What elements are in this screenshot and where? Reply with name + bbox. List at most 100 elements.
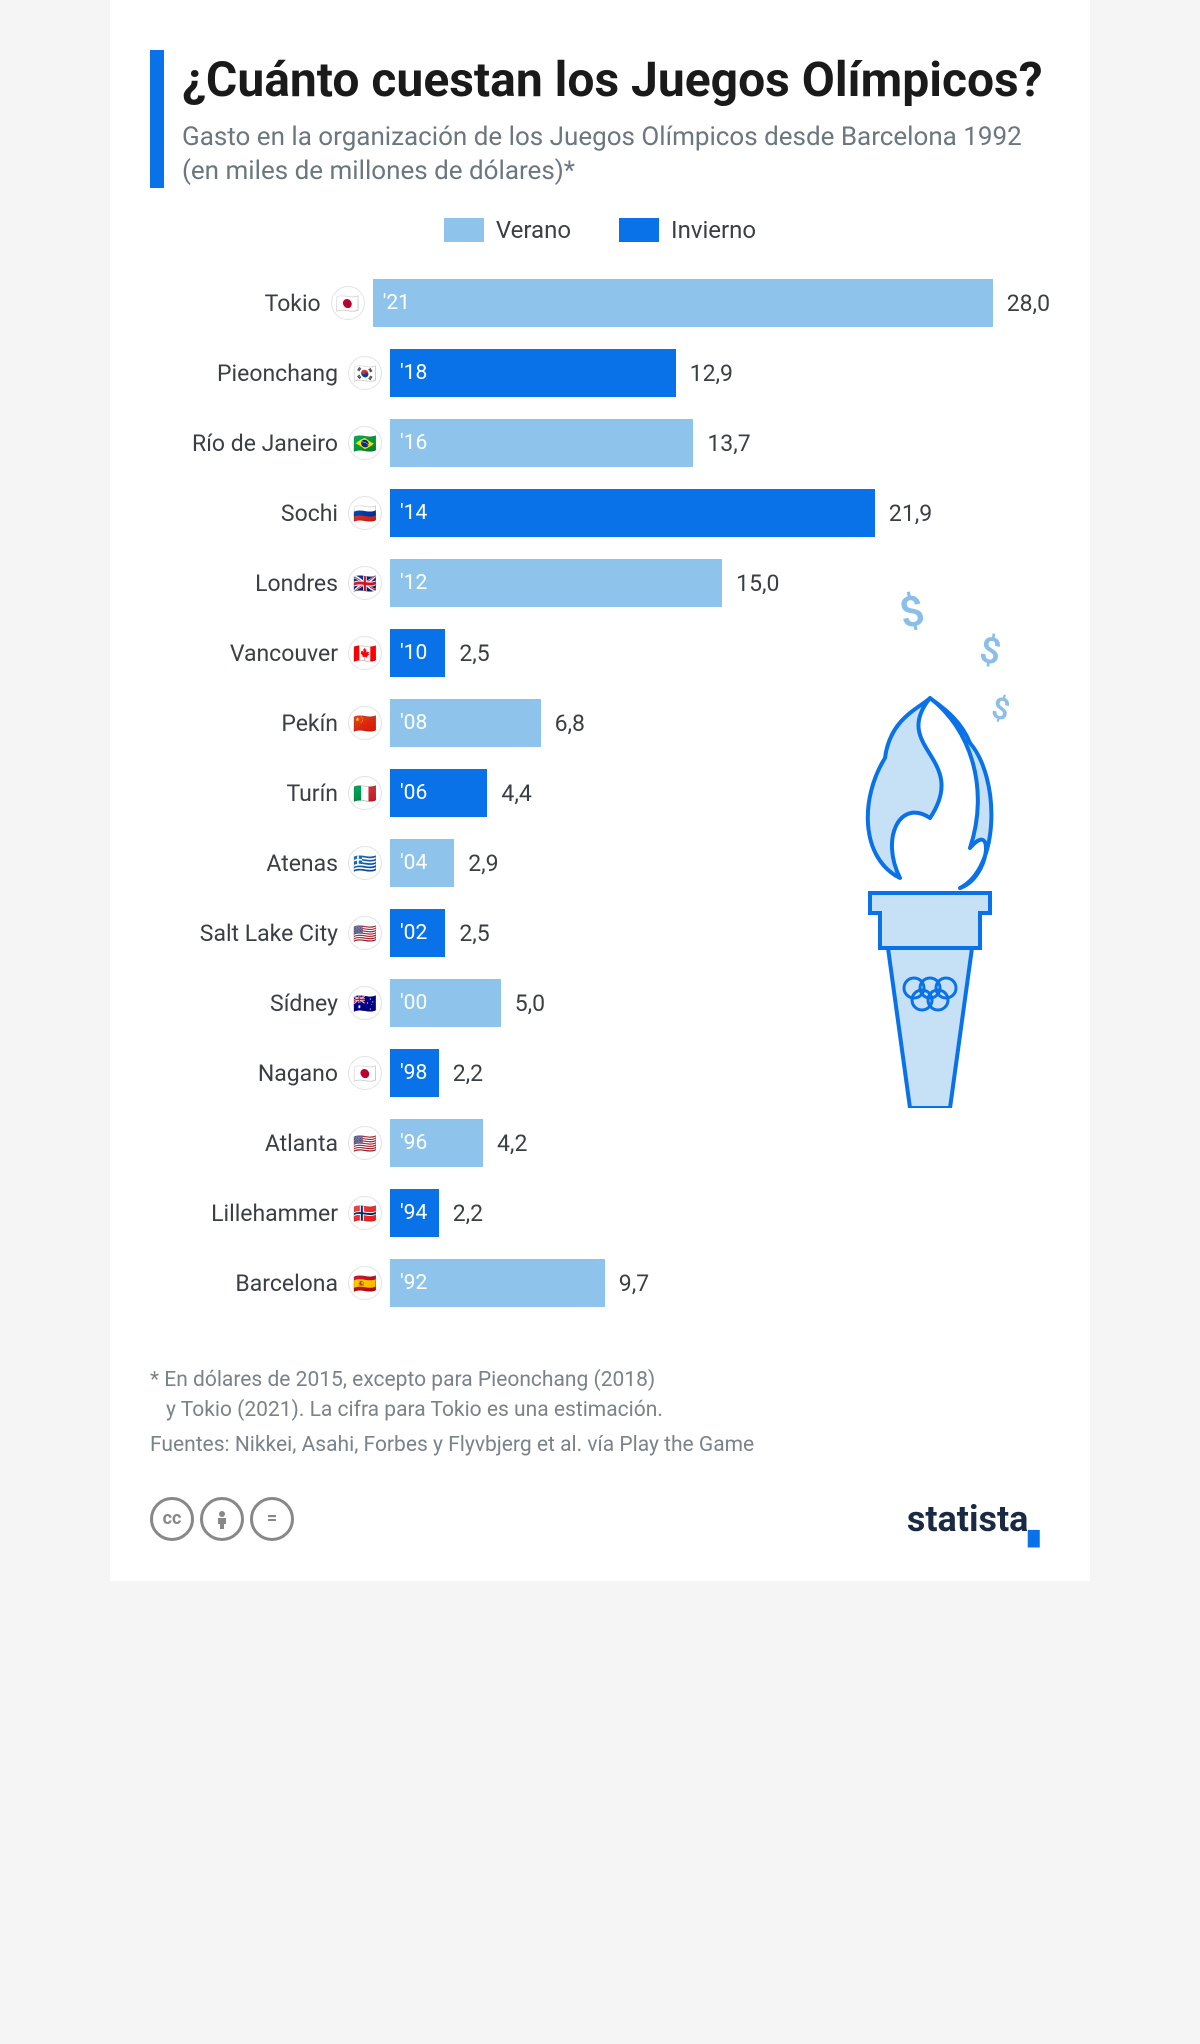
year-label: '02 [400, 921, 427, 945]
bar-container: '929,7 [390, 1259, 1050, 1307]
flag-icon: 🇰🇷 [348, 356, 382, 390]
statista-logo: statista ▖ [907, 1498, 1050, 1540]
chart-row: Sochi 🇷🇺'1421,9 [160, 478, 1050, 548]
bar: '98 [390, 1049, 439, 1097]
bar: '94 [390, 1189, 439, 1237]
row-label: Pekín 🇨🇳 [160, 706, 390, 740]
bar-container: '10 2,5 [390, 629, 1050, 677]
value-label: 12,9 [690, 360, 733, 387]
legend-label-summer: Verano [496, 216, 571, 244]
year-label: '21 [383, 291, 410, 315]
footnote: * En dólares de 2015, excepto para Pieon… [150, 1366, 1050, 1460]
cc-nd-icon: = [250, 1497, 294, 1541]
flag-icon: 🇮🇹 [348, 776, 382, 810]
row-label: Tokio 🇯🇵 [160, 286, 373, 320]
cc-license-icons: cc = [150, 1497, 294, 1541]
torch-illustration: $ $ $ [830, 688, 1030, 1112]
flag-icon: 🇯🇵 [348, 1056, 382, 1090]
city-label: Salt Lake City [200, 920, 338, 947]
brand-accent-icon: ▖ [1028, 1523, 1050, 1540]
chart-row: Lillehammer🇳🇴'942,2 [160, 1178, 1050, 1248]
row-label: Salt Lake City 🇺🇸 [160, 916, 390, 950]
bar: '04 [390, 839, 454, 887]
chart-title: ¿Cuánto cuestan los Juegos Olímpicos? [182, 54, 1050, 107]
bar: '00 [390, 979, 501, 1027]
flag-icon: 🇷🇺 [348, 496, 382, 530]
bar: '12 [390, 559, 722, 607]
flag-icon: 🇪🇸 [348, 1266, 382, 1300]
footnote-line: * En dólares de 2015, excepto para Pieon… [150, 1366, 1050, 1395]
city-label: Atenas [266, 850, 338, 877]
city-label: Vancouver [230, 640, 338, 667]
row-label: Atlanta 🇺🇸 [160, 1126, 390, 1160]
bar: '14 [390, 489, 875, 537]
header: ¿Cuánto cuestan los Juegos Olímpicos? Ga… [150, 50, 1050, 188]
row-label: Río de Janeiro🇧🇷 [160, 426, 390, 460]
bar-container: '1613,7 [390, 419, 1050, 467]
city-label: Pekín [281, 710, 338, 737]
flag-icon: 🇦🇺 [348, 986, 382, 1020]
legend-swatch-winter [619, 218, 659, 242]
value-label: 2,5 [459, 920, 489, 947]
infographic-card: ¿Cuánto cuestan los Juegos Olímpicos? Ga… [110, 0, 1090, 1581]
bar: '18 [390, 349, 676, 397]
row-label: Atenas🇬🇷 [160, 846, 390, 880]
flag-icon: 🇬🇧 [348, 566, 382, 600]
city-label: Sídney [270, 990, 338, 1017]
value-label: 6,8 [555, 710, 585, 737]
year-label: '14 [400, 501, 427, 525]
chart-subtitle: Gasto en la organización de los Juegos O… [182, 121, 1050, 189]
bar: '08 [390, 699, 541, 747]
flag-icon: 🇨🇦 [348, 636, 382, 670]
row-label: Sochi 🇷🇺 [160, 496, 390, 530]
chart-row: Río de Janeiro🇧🇷'1613,7 [160, 408, 1050, 478]
brand-text: statista [907, 1498, 1029, 1540]
legend-item-winter: Invierno [619, 216, 756, 244]
bar: '10 [390, 629, 445, 677]
row-label: Nagano 🇯🇵 [160, 1056, 390, 1090]
value-label: 4,2 [497, 1130, 527, 1157]
city-label: Tokio [265, 290, 321, 317]
city-label: Atlanta [265, 1130, 338, 1157]
row-label: Vancouver 🇨🇦 [160, 636, 390, 670]
legend-item-summer: Verano [444, 216, 571, 244]
year-label: '06 [400, 781, 427, 805]
flag-icon: 🇳🇴 [348, 1196, 382, 1230]
value-label: 5,0 [515, 990, 545, 1017]
year-label: '00 [400, 991, 427, 1015]
city-label: Sochi [281, 500, 338, 527]
accent-bar [150, 50, 164, 188]
year-label: '96 [400, 1131, 427, 1155]
flag-icon: 🇨🇳 [348, 706, 382, 740]
cc-by-icon [200, 1497, 244, 1541]
chart-row: Pieonchang🇰🇷'1812,9 [160, 338, 1050, 408]
year-label: '94 [400, 1201, 427, 1225]
title-block: ¿Cuánto cuestan los Juegos Olímpicos? Ga… [182, 50, 1050, 188]
bar-container: '942,2 [390, 1189, 1050, 1237]
value-label: 2,5 [459, 640, 489, 667]
city-label: Barcelona [235, 1270, 338, 1297]
value-label: 2,2 [453, 1060, 483, 1087]
row-label: Sídney 🇦🇺 [160, 986, 390, 1020]
city-label: Londres [255, 570, 338, 597]
row-label: Turín🇮🇹 [160, 776, 390, 810]
flag-icon: 🇯🇵 [331, 286, 365, 320]
legend-swatch-summer [444, 218, 484, 242]
bar: '06 [390, 769, 487, 817]
value-label: 2,9 [468, 850, 498, 877]
year-label: '92 [400, 1271, 427, 1295]
chart-row: Atlanta 🇺🇸 '96 4,2 [160, 1108, 1050, 1178]
bar: '02 [390, 909, 445, 957]
flag-icon: 🇺🇸 [348, 916, 382, 950]
legend: Verano Invierno [150, 216, 1050, 244]
bar: '92 [390, 1259, 605, 1307]
footer: cc = statista ▖ [150, 1497, 1050, 1541]
row-label: Barcelona 🇪🇸 [160, 1266, 390, 1300]
chart-row: Tokio🇯🇵'2128,0 [160, 268, 1050, 338]
flag-icon: 🇺🇸 [348, 1126, 382, 1160]
year-label: '12 [400, 571, 427, 595]
bar-chart: Tokio🇯🇵'2128,0Pieonchang🇰🇷'1812,9Río de … [150, 268, 1050, 1318]
city-label: Nagano [258, 1060, 338, 1087]
bar-container: '1421,9 [390, 489, 1050, 537]
value-label: 13,7 [707, 430, 750, 457]
